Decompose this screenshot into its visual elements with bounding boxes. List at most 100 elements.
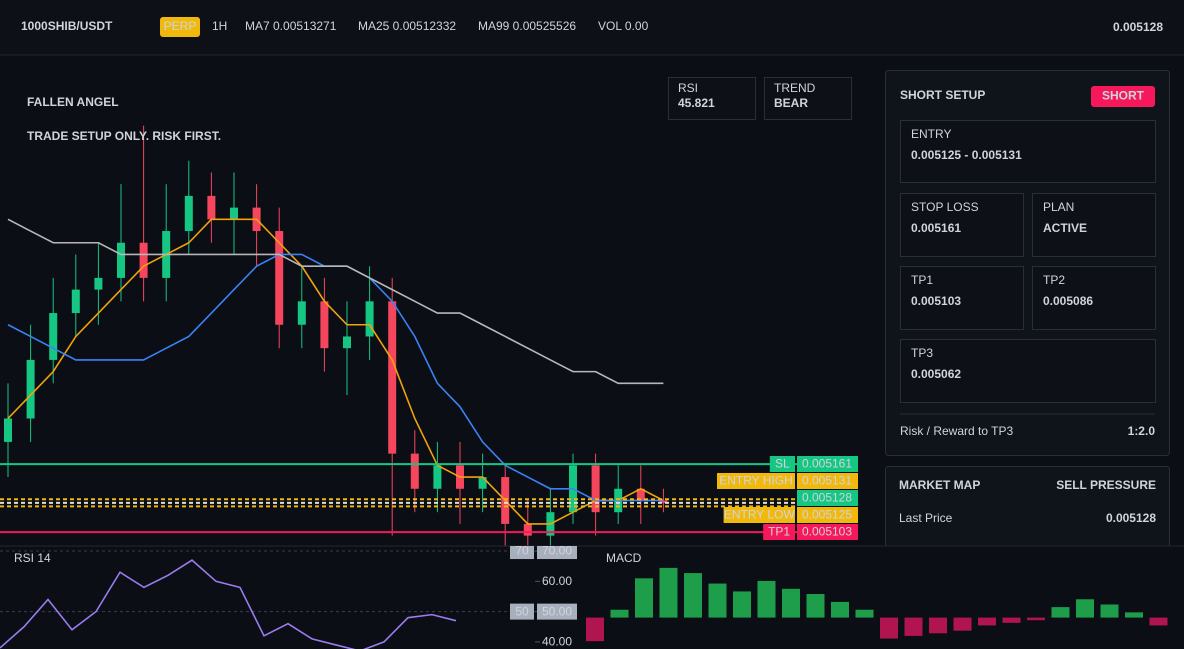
timeframe[interactable]: 1H	[212, 19, 227, 33]
macd-bar	[733, 591, 751, 618]
macd-bar	[806, 594, 825, 618]
market-status: SELL PRESSURE	[1056, 478, 1156, 492]
level-value: 0.005128	[802, 491, 852, 505]
candle-body	[659, 500, 668, 503]
card	[900, 120, 1156, 183]
rsi-title: RSI 14	[14, 551, 51, 565]
level-value: 0.005131	[802, 474, 852, 488]
card-value: 0.005062	[911, 367, 961, 381]
macd-bar	[953, 617, 972, 631]
badge-bg	[160, 17, 200, 37]
short-badge: SHORT	[1102, 89, 1145, 103]
candle-body	[71, 289, 80, 314]
stat-box	[668, 77, 756, 120]
card	[900, 193, 1024, 257]
rsi-band-tag: 50	[515, 604, 529, 618]
rsi-tick-label: 70.00	[542, 544, 572, 558]
candle-body	[49, 313, 58, 360]
macd-bar	[1100, 604, 1119, 618]
macd-bar	[708, 583, 727, 618]
level-tag: ENTRY LOW	[724, 508, 796, 522]
card-label: PLAN	[1043, 200, 1074, 214]
stat-value: BEAR	[774, 96, 808, 110]
macd-bar	[855, 609, 874, 618]
candle-body	[365, 301, 374, 337]
level-tag-bg	[763, 524, 795, 540]
indicator: VOL 0.00	[598, 19, 649, 33]
card-value: 0.005125 - 0.005131	[911, 148, 1022, 162]
level-tag-bg	[723, 507, 795, 523]
price-chart	[4, 125, 668, 546]
stat-box	[764, 77, 852, 120]
macd-bar	[1051, 607, 1070, 618]
level-value-bg	[797, 507, 858, 523]
macd-bar	[880, 617, 898, 639]
level-value: 0.005161	[802, 457, 852, 471]
rr-label: Risk / Reward to TP3	[900, 424, 1013, 438]
moving-average	[7, 218, 664, 525]
level-value: 0.005125	[802, 508, 852, 522]
macd-bar	[1002, 617, 1021, 623]
rsi-band-tag-bg	[510, 603, 534, 620]
candle-body	[275, 231, 284, 325]
macd-bar	[635, 578, 653, 618]
level-value-bg	[797, 490, 858, 506]
macd-bar	[1027, 617, 1045, 621]
macd-bar	[1125, 612, 1143, 618]
candle-body	[297, 301, 306, 325]
candle-body	[343, 336, 351, 349]
rsi-band-tag-bg	[510, 546, 534, 560]
level-value-bg	[797, 524, 858, 540]
candle-body	[433, 465, 442, 489]
macd-bar	[1149, 617, 1168, 626]
card	[1032, 266, 1156, 330]
market-row-label: Last Price	[899, 511, 953, 525]
card-label: TP3	[911, 346, 933, 360]
rsi-line	[0, 559, 457, 649]
levels: SL 0.005161 ENTRY HIGH 0.005131 0.005128 ENTR…	[0, 456, 858, 540]
indicator: MA99 0.00525526	[478, 19, 576, 33]
candle-body	[117, 242, 125, 278]
rsi-band-tag: 70	[515, 544, 529, 558]
macd-bar	[929, 617, 947, 634]
candle-body	[94, 277, 103, 290]
card-value: 0.005161	[911, 221, 961, 235]
candle-body	[523, 523, 532, 536]
macd-bar	[757, 580, 776, 618]
card-value: 0.005086	[1043, 294, 1093, 308]
setup-cards: ENTRY 0.005125 - 0.005131 STOP LOSS 0.00516…	[900, 120, 1156, 403]
macd-bar	[659, 567, 678, 618]
macd-bar	[978, 617, 996, 626]
level-tag-bg	[769, 456, 795, 472]
candle-body	[636, 488, 645, 501]
indicators: 70.00 60.00 50.00 40.00 70 50	[0, 544, 1168, 649]
card-value: 0.005103	[911, 294, 961, 308]
candle-body	[184, 195, 193, 232]
stat-label: TREND	[774, 81, 816, 95]
macd-bar	[1076, 599, 1094, 618]
rsi-tick-label: 40.00	[542, 635, 572, 649]
watermark-title: FALLEN ANGEL	[27, 95, 119, 109]
badge: PERP	[164, 19, 197, 33]
card	[1032, 193, 1156, 257]
candle-body	[478, 477, 487, 489]
indicator: MA25 0.00512332	[358, 19, 456, 33]
macd-bar	[586, 617, 604, 642]
watermark-subtitle: TRADE SETUP ONLY. RISK FIRST.	[27, 129, 221, 143]
candle-body	[4, 418, 12, 442]
candle-body	[388, 301, 397, 454]
level-tag-bg	[717, 473, 795, 489]
candle-body	[591, 465, 600, 513]
stat-value: 45.821	[678, 96, 715, 110]
market-title: MARKET MAP	[899, 478, 980, 492]
macd-bar	[610, 609, 629, 618]
card-label: ENTRY	[911, 127, 951, 141]
card-value: ACTIVE	[1043, 221, 1087, 235]
candle-body	[139, 242, 148, 278]
level-value-bg	[797, 456, 858, 472]
macd-title: MACD	[606, 551, 642, 565]
card	[900, 339, 1156, 403]
card-label: STOP LOSS	[911, 200, 979, 214]
